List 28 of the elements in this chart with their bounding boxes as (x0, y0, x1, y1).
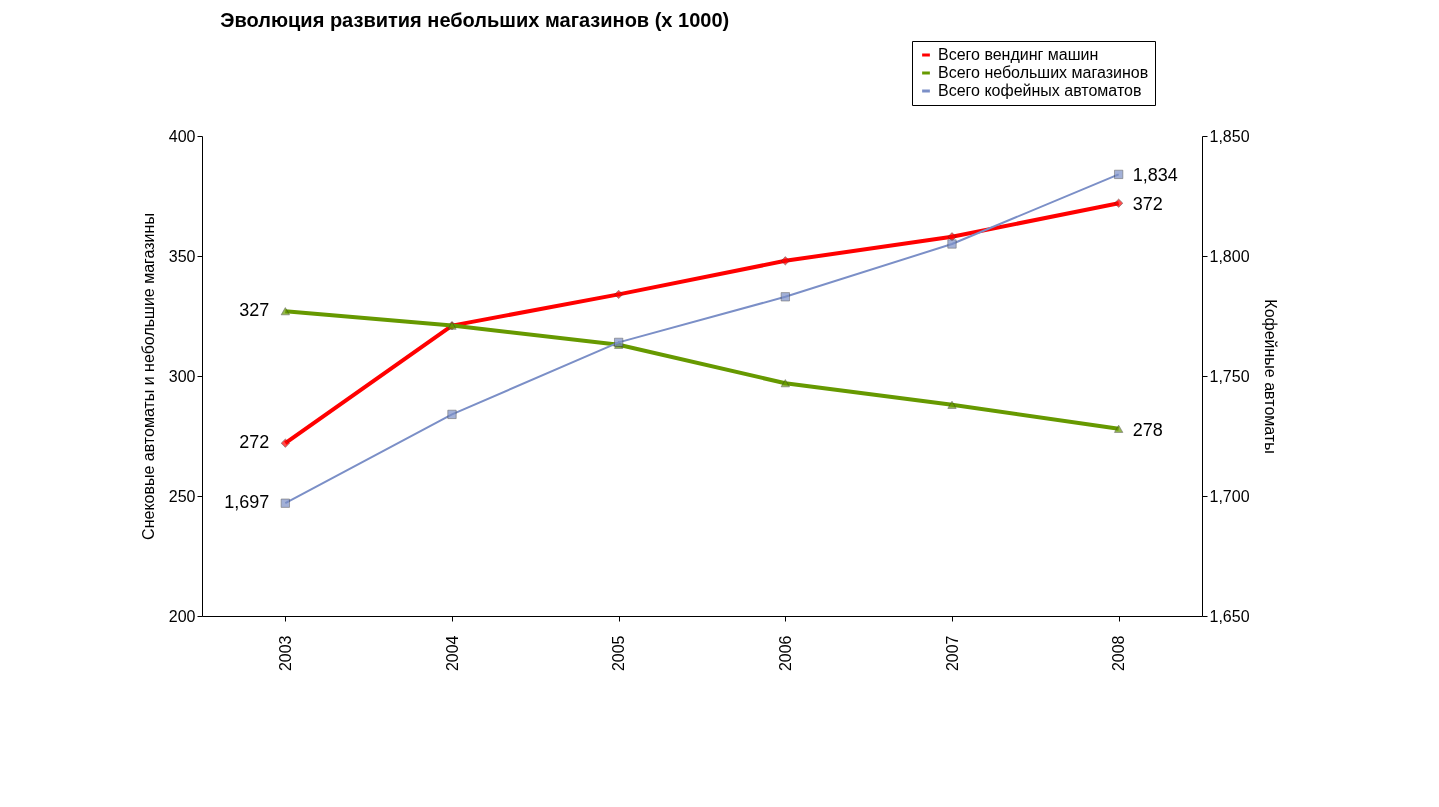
y2-tick-label: 1,650 (1209, 607, 1250, 625)
x-tick-label: 2004 (443, 635, 461, 672)
y2-tick-label: 1,800 (1209, 247, 1250, 265)
x-tick-label: 2006 (776, 635, 794, 672)
data-label: 272 (239, 432, 270, 453)
y2-tick-label: 1,850 (1209, 127, 1250, 145)
y2-tick-label: 1,750 (1209, 367, 1250, 385)
y-tick-label: 400 (168, 127, 196, 145)
y-tick-label: 300 (168, 367, 196, 385)
data-label: 1,834 (1132, 165, 1178, 186)
x-tick-label: 2008 (1110, 635, 1128, 672)
legend-label: Всего кофейных автоматов (938, 82, 1142, 99)
y2-axis-title: Кофейные автоматы (1261, 299, 1279, 454)
y-tick-label: 250 (168, 487, 196, 505)
x-tick-label: 2005 (610, 635, 628, 672)
chart-title: Эволюция развития небольших магазинов (x 1000) (220, 8, 730, 31)
data-label: 278 (1132, 419, 1163, 440)
data-label: 327 (239, 300, 270, 321)
y2-tick-label: 1,700 (1209, 487, 1250, 505)
x-tick-label: 2007 (943, 635, 961, 672)
x-tick-label: 2003 (276, 635, 294, 672)
data-label: 1,697 (224, 492, 270, 513)
y-axis-title: Снековые автоматы и небольшие магазины (139, 213, 157, 540)
y-tick-label: 200 (168, 607, 196, 625)
data-label: 372 (1132, 194, 1163, 215)
y-tick-label: 350 (168, 247, 196, 265)
legend-label: Всего вендинг машин (938, 46, 1099, 63)
legend-label: Всего небольших магазинов (938, 64, 1149, 81)
